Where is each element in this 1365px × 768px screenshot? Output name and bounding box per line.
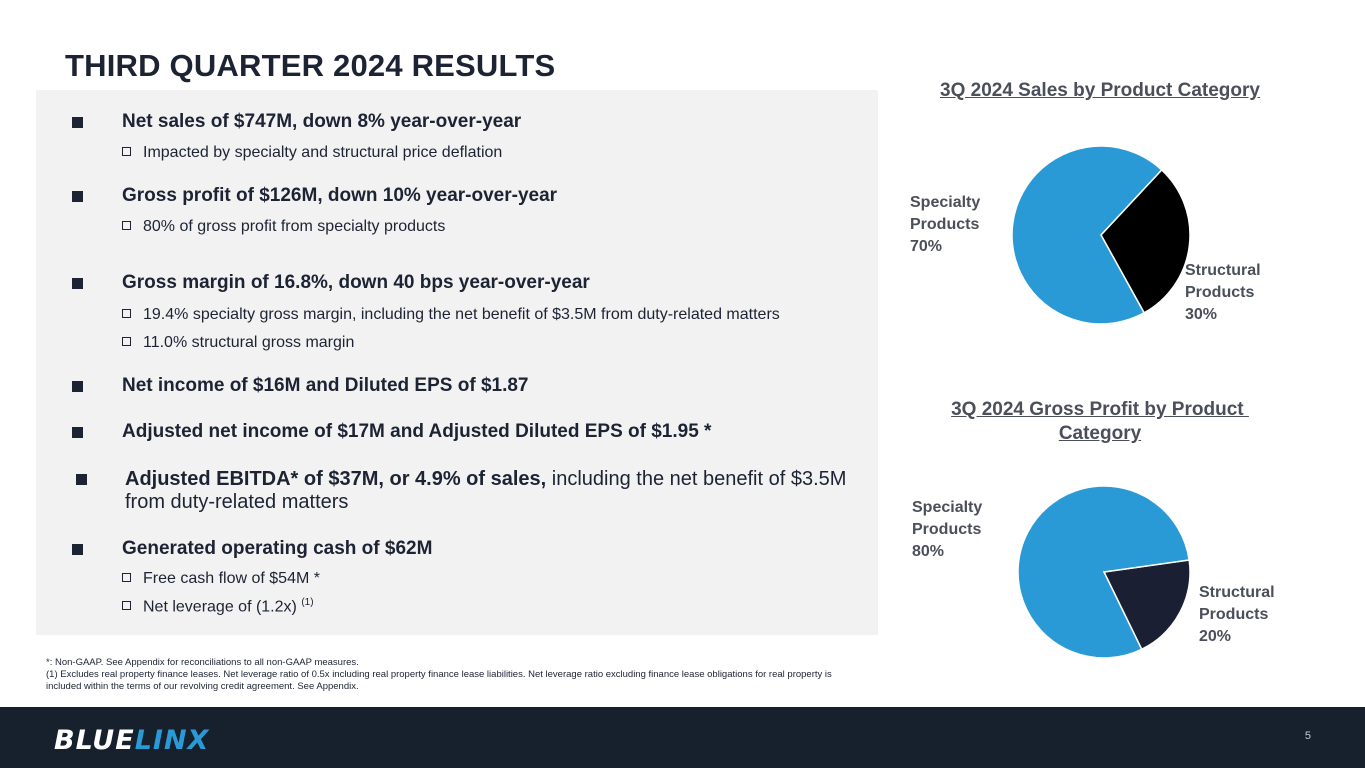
gross-profit-bullet: Gross profit of $126M, down 10% year-ove… [122, 185, 558, 206]
sales-specialty-label: Specialty Products 70% [910, 192, 980, 258]
label-percent: 20% [1199, 628, 1232, 645]
title-line: Category [1058, 423, 1142, 444]
page-number: 5 [1304, 730, 1311, 742]
gross-profit-pie-chart [1018, 486, 1190, 658]
sales-structural-label: Structural Products 30% [1185, 260, 1261, 326]
bullet-square-icon [72, 427, 83, 438]
checkbox-bullet-icon [122, 309, 131, 318]
adj-ebitda-rest: including the net benefit of $3.5M [546, 468, 847, 490]
adj-net-income-bullet: Adjusted net income of $17M and Adjusted… [122, 421, 712, 442]
title-line: 3Q 2024 Gross Profit by Product [951, 399, 1249, 420]
cash-sub-1: Free cash flow of $54M * [122, 570, 320, 588]
gp-specialty-label: Specialty Products 80% [912, 497, 982, 563]
operating-cash-bullet: Generated operating cash of $62M [122, 538, 433, 559]
net-sales-rest: , down 8% year-over-year [292, 111, 522, 132]
label-line: Products [910, 216, 980, 233]
checkbox-bullet-icon [122, 573, 131, 582]
adj-ebitda-bullet: Adjusted EBITDA* of $37M, or 4.9% of sal… [125, 468, 846, 491]
bullet-square-icon [72, 544, 83, 555]
label-line: Structural [1185, 262, 1261, 279]
sales-pie-chart [1012, 146, 1190, 324]
label-line: Specialty [912, 499, 983, 516]
bullet-square-icon [76, 474, 87, 485]
sub-text: Impacted by specialty and structural pri… [143, 144, 503, 161]
checkbox-bullet-icon [122, 601, 131, 611]
page-title: THIRD QUARTER 2024 RESULTS [65, 48, 556, 83]
checkbox-bullet-icon [122, 337, 131, 346]
cash-sub-2: Net leverage of (1.2x) (1) [122, 597, 314, 616]
checkbox-bullet-icon [122, 221, 131, 230]
gross-margin-bullet: Gross margin of 16.8%, down 40 bps year-… [122, 272, 590, 293]
net-income-bullet: Net income of $16M and Diluted EPS of $1… [122, 375, 529, 396]
gross-profit-chart-title: 3Q 2024 Gross Profit by Product Category [920, 398, 1280, 446]
pie-slice-structural-products [1102, 559, 1190, 651]
gp-structural-label: Structural Products 20% [1199, 582, 1275, 648]
footnote-2: (1) Excludes real property finance lease… [46, 669, 832, 692]
label-line: Products [1185, 284, 1255, 301]
footnote-ref: (1) [301, 597, 314, 608]
pie-slice-specialty-products [1018, 486, 1190, 658]
footnote-1: *: Non-GAAP. See Appendix for reconcilia… [46, 657, 359, 668]
net-sales-sub: Impacted by specialty and structural pri… [122, 144, 502, 162]
footer-bar: BLUELINX 5 [0, 707, 1365, 768]
results-panel: Net sales of $747M, down 8% year-over-ye… [36, 90, 878, 635]
bullet-square-icon [72, 381, 83, 392]
checkbox-bullet-icon [122, 147, 131, 156]
label-line: Specialty [910, 194, 981, 211]
label-percent: 30% [1185, 306, 1218, 323]
sub-text: 80% of gross profit from specialty produ… [143, 218, 446, 235]
label-line: Structural [1199, 584, 1275, 601]
footnotes: *: Non-GAAP. See Appendix for reconcilia… [46, 657, 846, 693]
label-line: Products [1199, 606, 1269, 623]
sub-text: 19.4% specialty gross margin, including … [143, 306, 780, 323]
bullet-square-icon [72, 191, 83, 202]
sub-text: Net leverage of (1.2x) [143, 598, 297, 616]
sales-chart-title: 3Q 2024 Sales by Product Category [940, 80, 1260, 101]
label-percent: 80% [912, 543, 945, 560]
gross-profit-sub: 80% of gross profit from specialty produ… [122, 218, 445, 236]
label-line: Products [912, 521, 982, 538]
bluelinx-logo: BLUELINX [54, 725, 209, 756]
logo-blue: BLUE [54, 725, 135, 756]
bullet-square-icon [72, 117, 83, 128]
sub-text: 11.0% structural gross margin [143, 334, 355, 351]
logo-linx: LINX [134, 725, 210, 756]
net-sales-bold: Net sales of $747M [122, 111, 293, 132]
bullet-square-icon [72, 278, 83, 289]
net-sales-bullet: Net sales of $747M, down 8% year-over-ye… [122, 111, 521, 133]
pie-slice-specialty-products [1012, 146, 1163, 324]
adj-ebitda-bold: Adjusted EBITDA* of $37M, or 4.9% of sal… [125, 468, 547, 490]
gross-margin-sub-1: 19.4% specialty gross margin, including … [122, 306, 780, 324]
sub-text: Free cash flow of $54M * [143, 570, 320, 587]
label-percent: 70% [910, 238, 943, 255]
gross-margin-sub-2: 11.0% structural gross margin [122, 334, 354, 352]
pie-slice-structural-products [1100, 168, 1190, 314]
adj-ebitda-line2: from duty-related matters [125, 491, 349, 513]
